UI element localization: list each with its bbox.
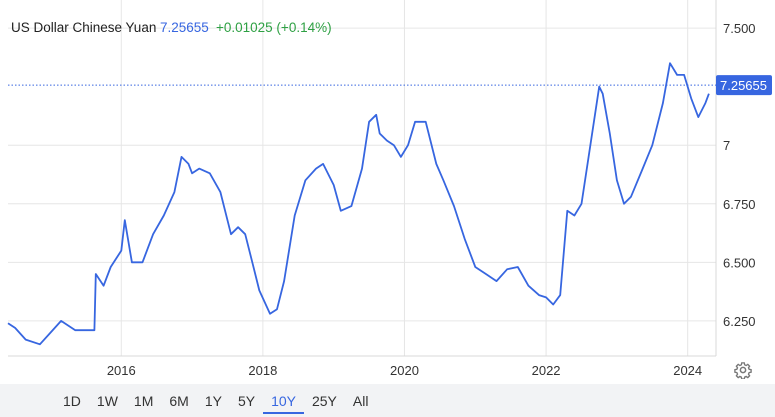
chart-title: US Dollar Chinese Yuan <box>11 20 156 35</box>
range-1m[interactable]: 1M <box>133 392 154 409</box>
last-value-label: 7.25655 <box>720 78 767 93</box>
range-5y[interactable]: 5Y <box>237 392 256 409</box>
x-tick-label: 2018 <box>248 363 277 378</box>
x-tick-label: 2016 <box>107 363 136 378</box>
current-price: 7.25655 <box>160 20 209 35</box>
y-tick-label: 6.500 <box>723 255 756 270</box>
range-10y[interactable]: 10Y <box>263 388 304 414</box>
y-tick-label: 6.750 <box>723 197 756 212</box>
range-1w[interactable]: 1W <box>96 392 118 409</box>
range-all[interactable]: All <box>352 392 369 409</box>
y-tick-label: 7 <box>723 138 730 153</box>
range-25y[interactable]: 25Y <box>311 392 337 409</box>
range-6m[interactable]: 6M <box>169 392 189 409</box>
x-tick-label: 2024 <box>673 363 702 378</box>
last-value-tag <box>716 75 772 96</box>
y-tick-label: 6.250 <box>723 314 756 329</box>
x-tick-labels: 2016 2018 2020 2022 2024 <box>107 363 702 378</box>
x-tick-label: 2022 <box>532 363 561 378</box>
y-tick-labels: 7.500 7 6.750 6.500 6.250 <box>723 21 756 329</box>
range-selector: 1D 1W 1M 6M 1Y 5Y 10Y 25Y All <box>0 384 775 417</box>
price-change: +0.01025 (+0.14%) <box>216 20 332 35</box>
gear-icon[interactable] <box>734 361 752 379</box>
y-tick-label: 7.500 <box>723 21 756 36</box>
series-line <box>7 62 710 346</box>
gridlines <box>8 0 716 356</box>
range-1y[interactable]: 1Y <box>204 392 222 409</box>
x-tick-label: 2020 <box>390 363 419 378</box>
range-1d[interactable]: 1D <box>63 392 81 409</box>
